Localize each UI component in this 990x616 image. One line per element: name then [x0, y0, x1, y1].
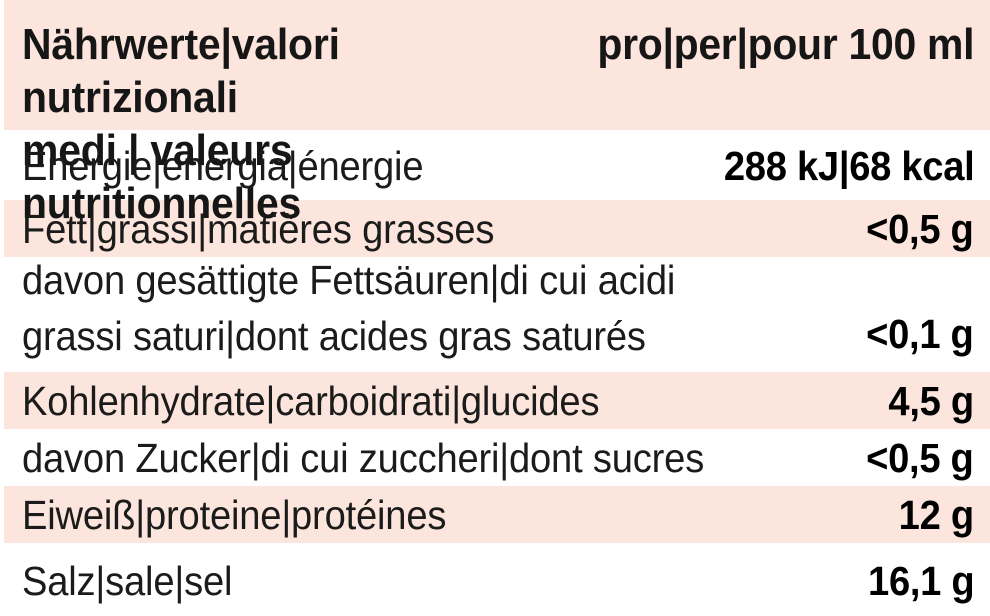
- nutrient-row-fat: Fett|grassi|matières grasses <0,5 g: [4, 200, 990, 257]
- nutrient-row-protein: Eiweiß|proteine|protéines 12 g: [4, 486, 990, 543]
- header-label: Nährwerte|valori nutrizionali medi | val…: [22, 20, 340, 228]
- nutrient-value: <0,1 g: [866, 311, 975, 357]
- header-serving-size: pro|per|pour 100 ml: [597, 20, 974, 69]
- nutrient-row-energy: Energie|energia|énergie 288 kJ|68 kcal: [4, 130, 990, 200]
- nutrient-row-carbohydrates: Kohlenhydrate|carboidrati|glucides 4,5 g: [4, 372, 990, 429]
- nutrient-value: 4,5 g: [888, 378, 974, 424]
- table-header-row: Nährwerte|valori nutrizionali medi | val…: [4, 0, 990, 228]
- nutrient-label: davon gesättigte Fettsäuren|di cui acidi…: [22, 257, 676, 359]
- nutrient-label: Fett|grassi|matières grasses: [22, 206, 495, 252]
- nutrient-label: Kohlenhydrate|carboidrati|glucides: [22, 378, 600, 424]
- nutrient-label: Salz|sale|sel: [22, 558, 233, 604]
- nutrient-value: 12 g: [898, 492, 974, 538]
- nutrient-value: <0,5 g: [866, 206, 975, 252]
- nutrition-table-body: Nährwerte|valori nutrizionali medi | val…: [4, 0, 990, 616]
- nutrient-row-sugars: davon Zucker|di cui zuccheri|dont sucres…: [4, 429, 990, 486]
- nutrient-row-saturated-fat: davon gesättigte Fettsäuren|di cui acidi…: [4, 257, 990, 372]
- nutrient-label: Eiweiß|proteine|protéines: [22, 492, 447, 538]
- nutrient-value: <0,5 g: [866, 435, 975, 481]
- nutrient-value: 16,1 g: [867, 558, 975, 604]
- nutrient-value: 288 kJ|68 kcal: [723, 142, 974, 189]
- nutrient-row-salt: Salz|sale|sel 16,1 g: [4, 543, 990, 616]
- nutrient-label: davon Zucker|di cui zuccheri|dont sucres: [22, 435, 705, 481]
- nutrient-label: Energie|energia|énergie: [22, 142, 424, 189]
